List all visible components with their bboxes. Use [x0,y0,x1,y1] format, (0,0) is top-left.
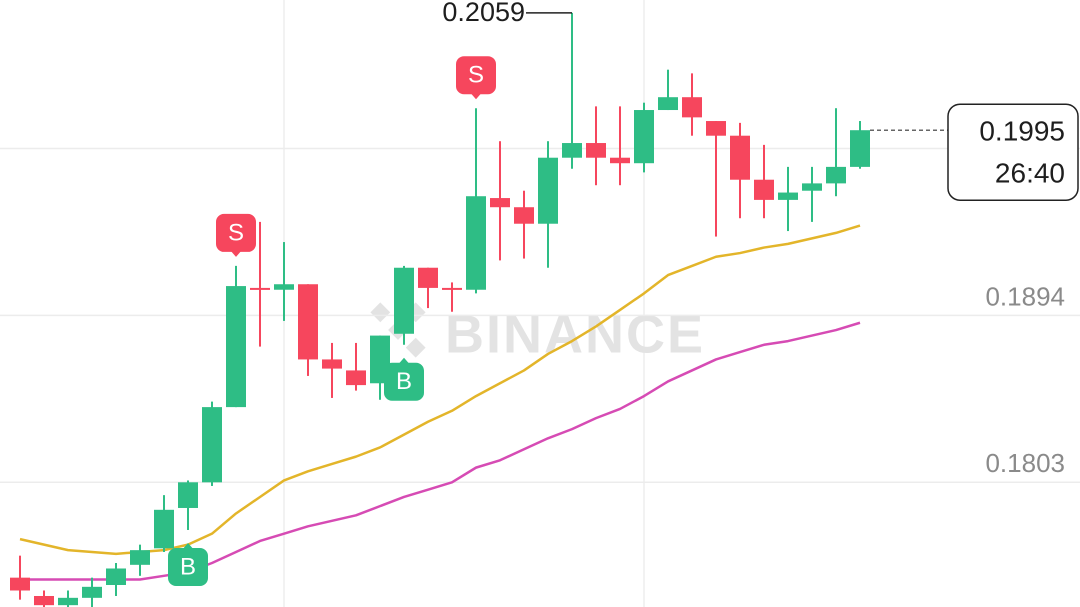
candle-body [442,287,462,290]
candle-body [634,110,654,164]
watermark: BINANCE [370,302,705,364]
candle-body [610,157,630,164]
candle-body [466,196,486,290]
candle-body [106,568,126,585]
candle-body [130,550,150,565]
candle-body [274,284,294,290]
candle-body [226,286,246,408]
signal-badge [216,213,256,252]
price-tag-countdown: 26:40 [995,158,1065,189]
signal-label: B [396,368,412,395]
signal-label: S [228,219,244,246]
signal-badge [384,362,424,401]
candle-body [706,121,726,136]
candle-body [850,130,870,167]
candle-body [322,359,342,369]
y-tick-label: 0.1803 [985,448,1065,478]
signal-marker: S [216,213,256,257]
candle-body [82,586,102,598]
candle-body [154,509,174,549]
candle-body [514,207,534,224]
candle-body [178,482,198,508]
y-tick-label: 0.1894 [985,281,1065,311]
ma-line [19,224,861,556]
candle-body [10,577,30,591]
candle-body [394,267,414,334]
candle-body [490,198,510,208]
signal-marker: B [384,357,424,401]
candle-body [346,370,366,386]
price-tag [947,103,1079,201]
max-label: 0.2059 [442,0,525,27]
price-tag-value: 0.1995 [979,116,1065,147]
signal-label: B [180,553,196,580]
candle-body [730,135,750,180]
candle-body [658,97,678,111]
signal-marker: S [456,56,496,100]
candle-body [586,143,606,158]
candle-body [538,157,558,224]
candle-body [754,179,774,200]
signal-marker: B [168,542,208,586]
signal-badge [168,547,208,586]
candle-body [298,284,318,360]
candle-body [826,166,846,184]
candle-body [802,183,822,191]
candle-body [202,407,222,483]
ma-line [20,321,861,581]
candle-body [58,597,78,606]
signal-badge [456,56,496,95]
candle-body [562,143,582,158]
candle-body [250,287,270,290]
candle-body [418,267,438,288]
candle-body [34,595,54,606]
signal-label: S [468,62,484,89]
watermark-text: BINANCE [445,304,705,364]
candle-body [778,192,798,200]
candle-body [682,97,702,118]
